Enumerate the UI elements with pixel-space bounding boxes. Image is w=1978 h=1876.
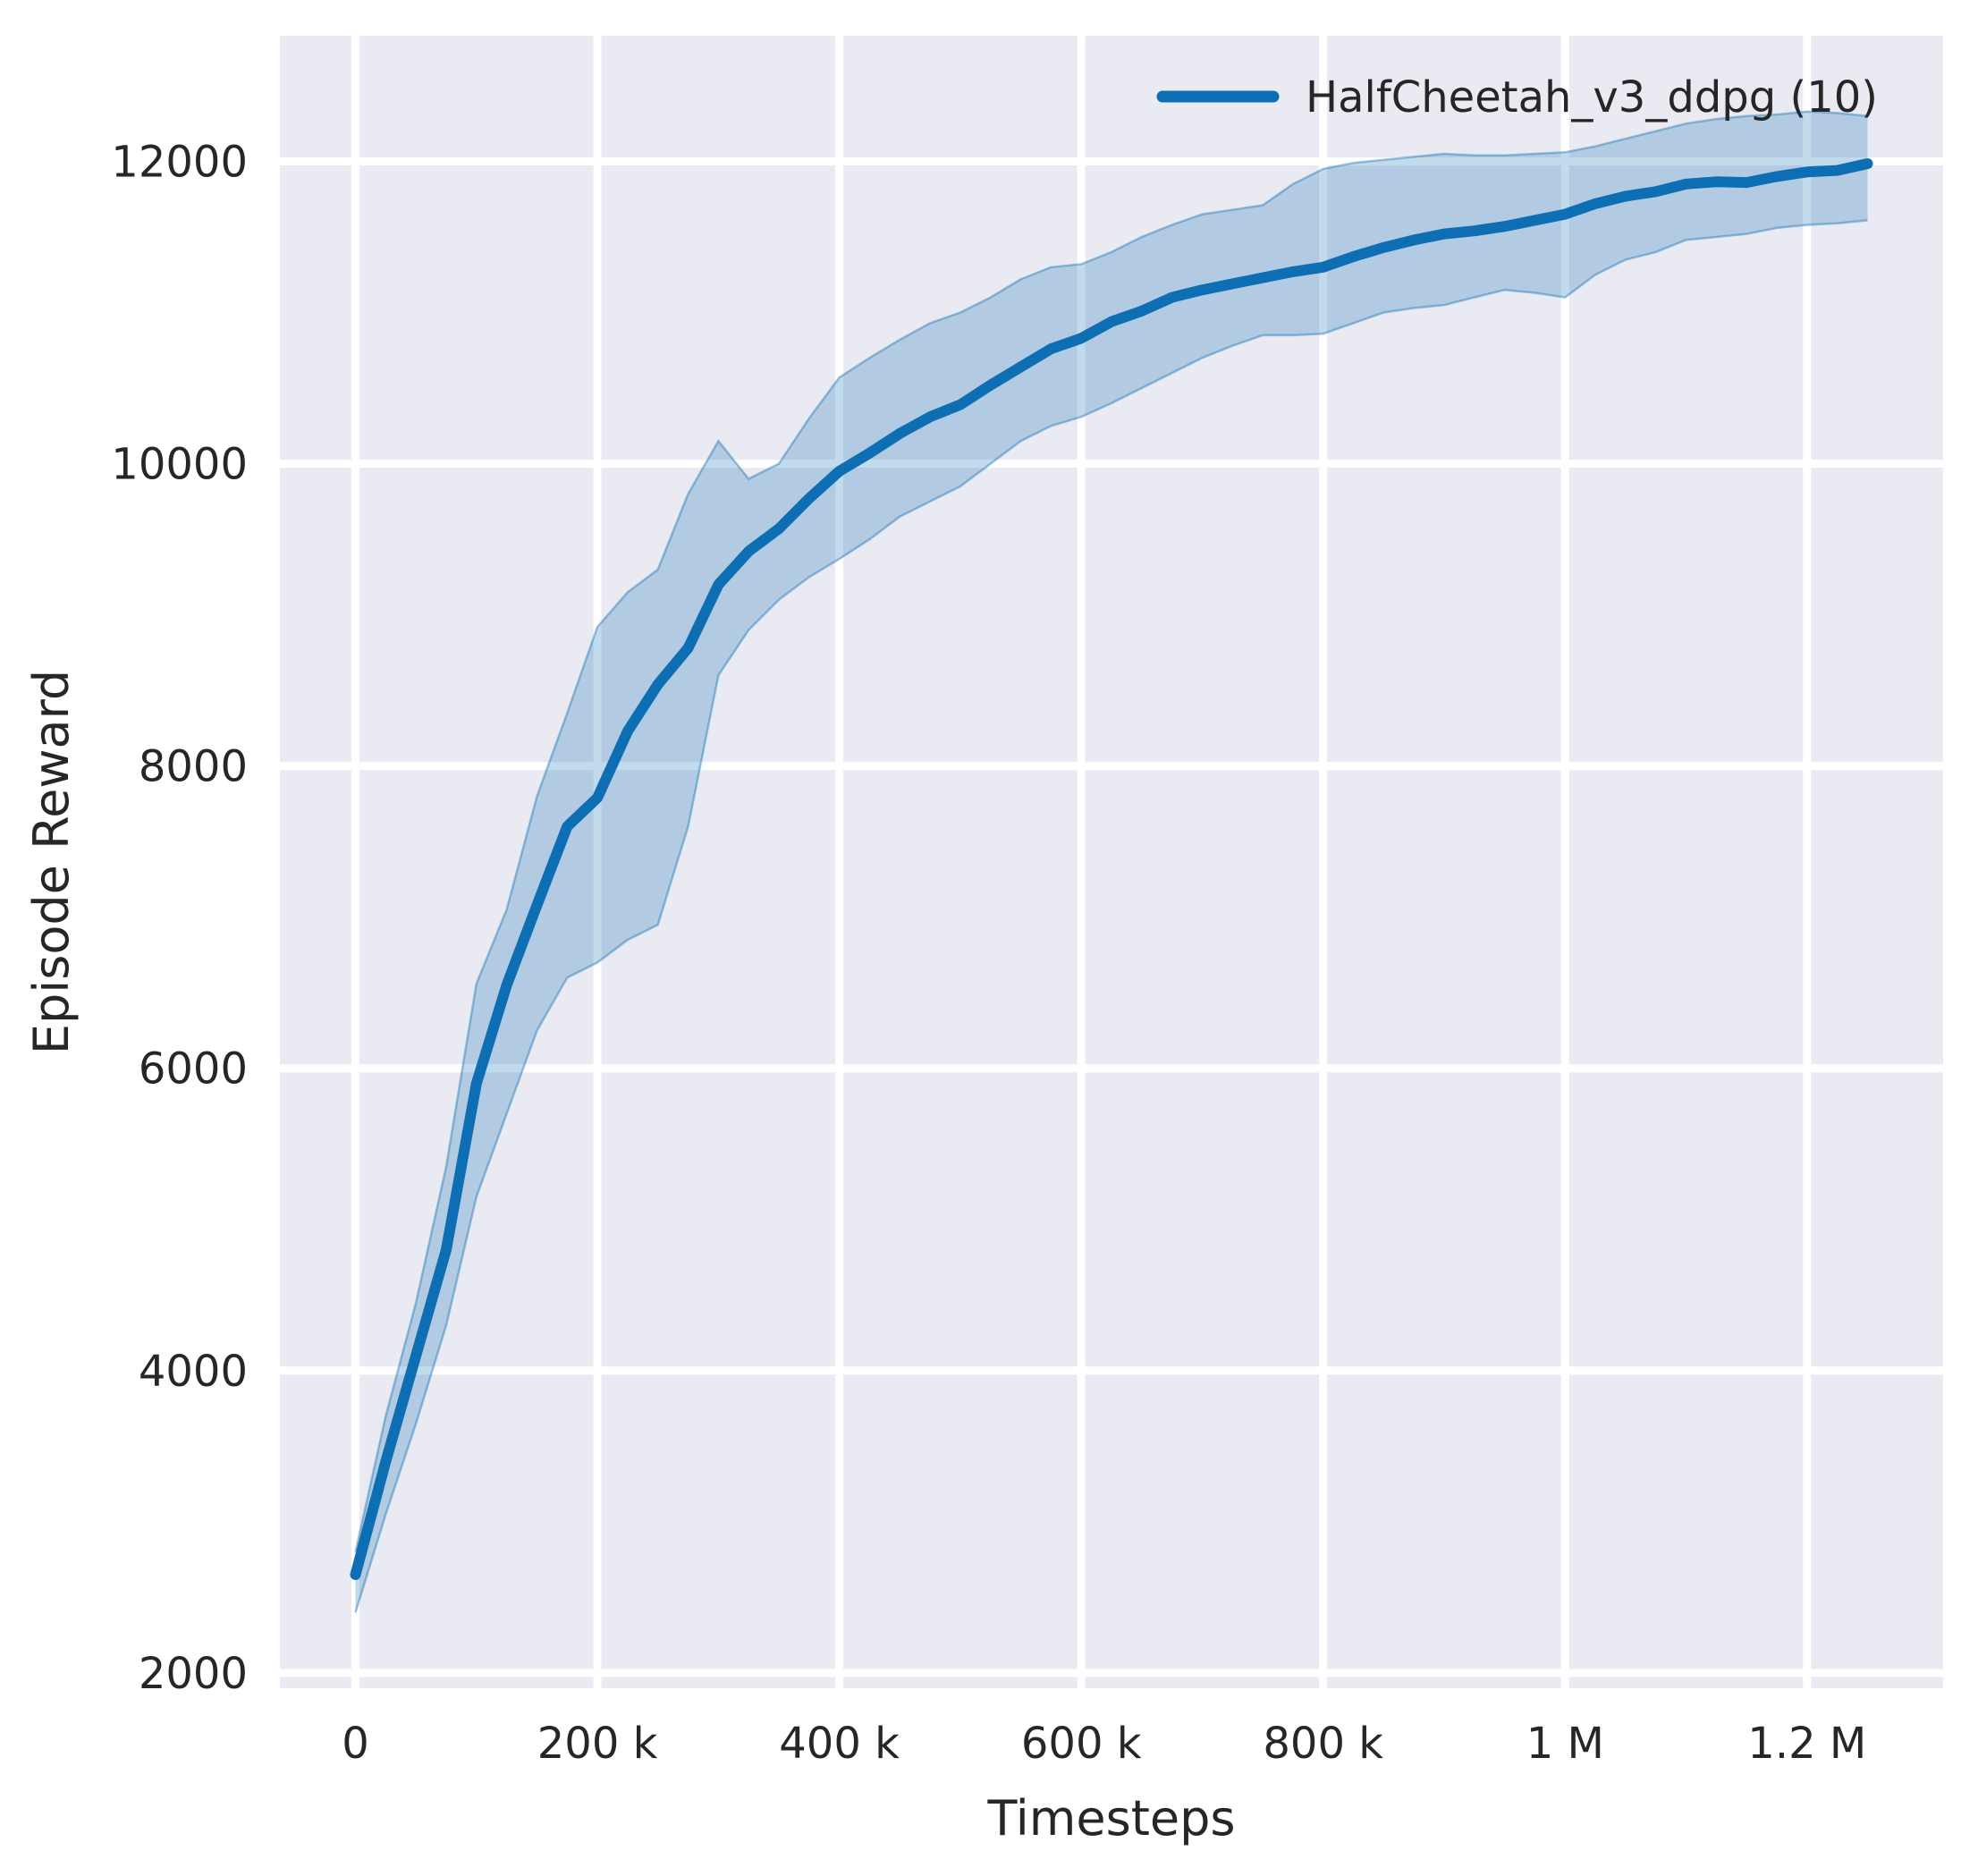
y-tick-labels: 2000 4000 6000 8000 10000 12000 (111, 138, 248, 1699)
x-tick-label: 600 k (1021, 1719, 1142, 1769)
x-tick-label: 200 k (537, 1719, 658, 1769)
x-axis-label: Timesteps (986, 1790, 1235, 1846)
y-axis-label: Episode Reward (23, 670, 80, 1054)
legend-label: HalfCheetah_v3_ddpg (10) (1306, 72, 1878, 123)
confidence-band-upper-edge (354, 110, 1868, 1552)
y-tick-label: 8000 (139, 742, 248, 792)
y-tick-label: 2000 (139, 1649, 248, 1699)
legend: HalfCheetah_v3_ddpg (10) (1156, 72, 1878, 123)
x-tick-label: 1 M (1526, 1719, 1604, 1769)
x-tick-label: 1.2 M (1747, 1719, 1866, 1769)
confidence-band-lower-edge (354, 219, 1868, 1613)
gridlines (280, 36, 1943, 1688)
x-tick-label: 800 k (1263, 1719, 1383, 1769)
y-tick-label: 4000 (139, 1347, 248, 1397)
x-tick-label: 0 (342, 1719, 369, 1769)
mean-line (350, 158, 1873, 1580)
y-tick-label: 12000 (111, 138, 248, 188)
y-tick-label: 6000 (139, 1044, 248, 1094)
x-tick-labels: 0 200 k 400 k 600 k 800 k 1 M 1.2 M (342, 1719, 1866, 1769)
x-tick-label: 400 k (779, 1719, 900, 1769)
confidence-band (355, 111, 1868, 1613)
y-tick-label: 10000 (111, 440, 248, 490)
